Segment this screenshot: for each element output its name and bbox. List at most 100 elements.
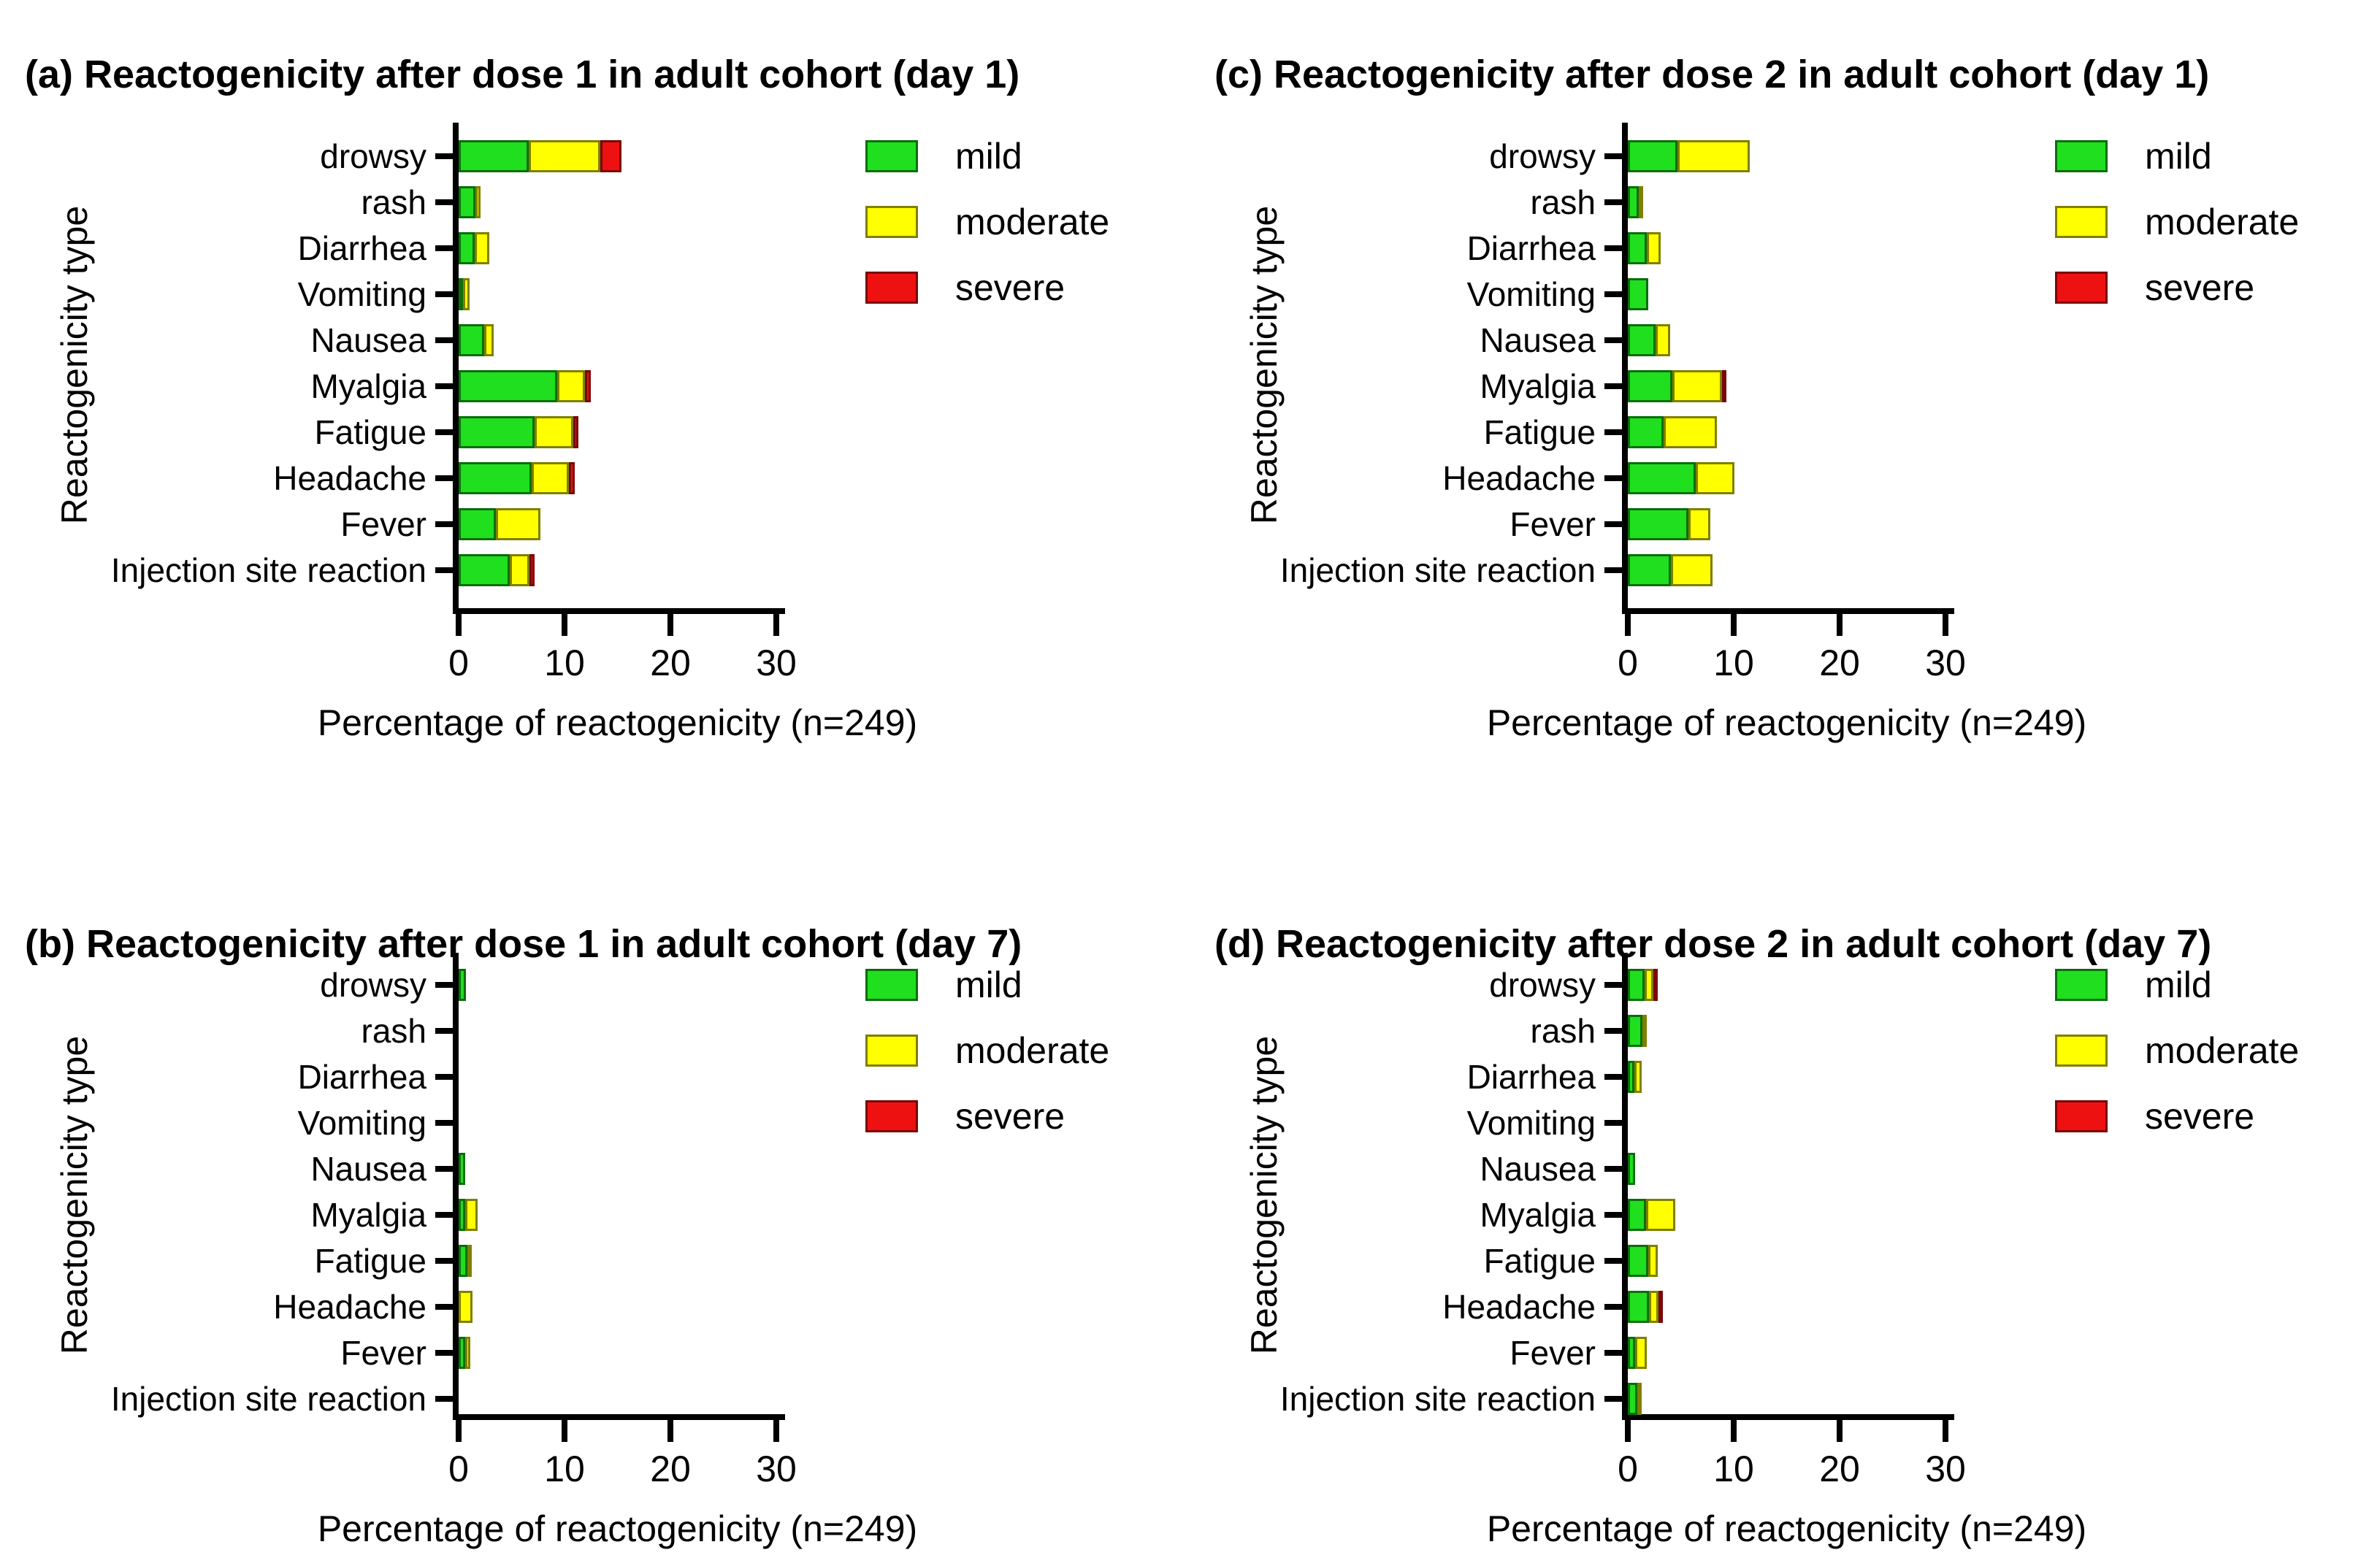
bar-row-headache [459,1291,472,1323]
bar-segment-mild [459,969,467,1001]
y-tick [1604,475,1622,481]
bar-segment-moderate [459,1291,472,1323]
x-tick-label: 20 [1819,1448,1860,1489]
bar-segment-mild [459,508,496,540]
x-tick [773,614,779,636]
y-tick [435,475,453,481]
category-label: drowsy [1489,966,1596,1004]
legend-label-moderate: moderate [2145,1030,2300,1071]
bar-segment-moderate [556,370,585,402]
y-tick [435,1258,453,1264]
bar-segment-moderate [1649,1291,1659,1323]
bar-segment-mild [1628,554,1672,586]
category-label: Injection site reaction [1279,551,1596,589]
legend-label-mild: mild [2145,136,2212,177]
category-label: rash [361,183,426,221]
category-label: Diarrhea [1466,229,1596,267]
legend-swatch-moderate [2055,1035,2108,1067]
bar-segment-moderate [1672,370,1723,402]
x-tick-label: 0 [448,1448,469,1489]
bar-row-rash [1628,186,1643,218]
y-tick [435,383,453,389]
bar-row-fatigue [459,416,578,448]
y-tick [435,1396,453,1402]
bar-segment-mild [1628,278,1648,310]
legend-label-severe: severe [955,1096,1065,1137]
legend-label-moderate: moderate [955,1030,1110,1071]
y-tick [1604,1258,1622,1264]
y-tick [1604,153,1622,159]
x-tick [773,1420,779,1442]
legend-swatch-severe [2055,1100,2108,1132]
x-tick-label: 10 [544,1448,585,1489]
y-tick [1604,1212,1622,1218]
category-label: Vomiting [1466,1104,1596,1142]
bar-segment-mild [1628,1015,1643,1047]
panel-c-title: (c) Reactogenicity after dose 2 in adult… [1214,52,2210,96]
x-tick [667,1420,673,1442]
category-label: Myalgia [310,1196,426,1234]
bar-segment-moderate [1645,1199,1676,1231]
bar-segment-mild [1628,1245,1648,1277]
y-axis-line [1622,953,1628,1420]
category-label: Injection site reaction [110,551,426,589]
bar-row-fatigue [1628,416,1717,448]
x-axis-title: Percentage of reactogenicity (n=249) [317,1508,918,1549]
bar-segment-mild [459,324,484,356]
bar-segment-mild [1628,1337,1636,1369]
legend-label-mild: mild [955,964,1022,1005]
y-tick [1604,199,1622,205]
legend-label-mild: mild [2145,964,2212,1005]
category-label: drowsy [320,966,426,1004]
x-axis-line [1622,608,1954,614]
bar-segment-moderate [1664,416,1717,448]
x-tick [667,614,673,636]
x-axis-line [1622,1414,1954,1420]
category-label: Fatigue [1483,1242,1596,1280]
bar-segment-moderate [532,462,569,494]
category-label: Nausea [1480,321,1596,359]
bar-row-nausea [1628,1153,1636,1185]
panel-d-title: (d) Reactogenicity after dose 2 in adult… [1214,921,2212,966]
y-tick [435,1166,453,1172]
bar-row-drowsy [459,140,622,172]
category-label: drowsy [320,137,426,175]
bar-row-fatigue [459,1245,472,1277]
y-tick [435,982,453,988]
bar-row-nausea [459,1153,465,1185]
category-label: Nausea [310,321,426,359]
bar-row-nausea [1628,324,1670,356]
bar-segment-mild [459,1199,465,1231]
bar-segment-moderate [1655,324,1670,356]
bar-row-headache [459,462,575,494]
bar-segment-severe [584,370,592,402]
bar-segment-mild [1628,370,1672,402]
x-tick-label: 10 [1713,642,1754,683]
legend-swatch-mild [865,140,918,172]
bar-segment-mild [1628,1061,1634,1093]
panel-a-title: (a) Reactogenicity after dose 1 in adult… [25,52,1020,96]
bar-segment-mild [1628,1291,1649,1323]
y-tick [1604,1028,1622,1034]
bar-row-diarrhea [459,232,490,264]
bar-segment-mild [1628,232,1648,264]
category-label: Headache [1442,1288,1596,1326]
x-tick-label: 20 [650,642,691,683]
y-tick [435,567,453,573]
panel-b-title: (b) Reactogenicity after dose 1 in adult… [25,921,1022,966]
bar-row-headache [1628,1291,1664,1323]
x-tick [1837,614,1843,636]
y-tick [1604,1350,1622,1356]
legend-swatch-severe [2055,272,2108,304]
bar-segment-mild [459,1153,465,1185]
y-tick [1604,1396,1622,1402]
bar-segment-moderate [495,508,540,540]
bar-row-myalgia [1628,370,1727,402]
bar-segment-moderate [1648,1245,1658,1277]
bar-row-myalgia [1628,1199,1676,1231]
bar-row-rash [459,186,481,218]
y-tick [435,153,453,159]
bar-row-rash [1628,1015,1648,1047]
category-label: Diarrhea [297,1058,426,1096]
